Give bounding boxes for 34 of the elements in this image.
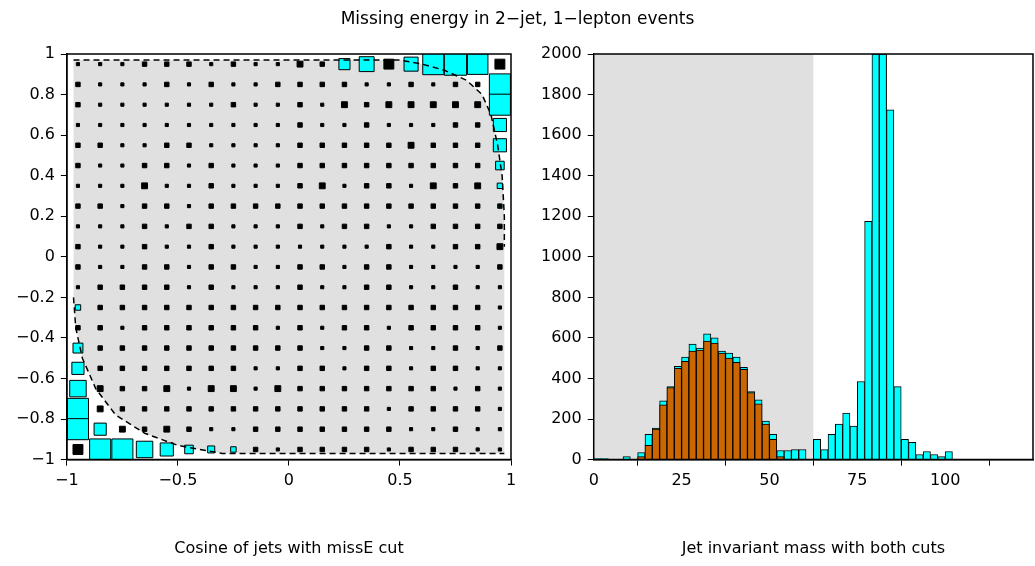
y-tick-label: −0.8 [15,408,55,428]
y-tick-label: 1400 [541,164,582,184]
y-tick-label: 1800 [541,83,582,103]
chart-title: Missing energy in 2−jet, 1−lepton events [339,8,696,28]
y-tick-label: 0 [571,448,582,468]
y-tick-label: 800 [551,286,582,306]
y-tick-label: 200 [551,408,582,428]
y-tick-label: 600 [551,327,582,347]
y-tick-label: −0.6 [15,367,55,387]
x-tick-label: 0 [283,470,295,490]
y-tick-label: 1 [44,43,55,63]
y-tick-label: 1000 [541,245,582,265]
x-tick-label: 100 [929,470,961,490]
x-tick-label: 25 [671,470,692,490]
x-axis-title: Jet invariant mass with both cuts [680,537,945,557]
y-tick-label: −0.2 [15,286,55,306]
y-tick-label: −0.4 [15,327,55,347]
x-tick-label: 50 [759,470,780,490]
y-tick-label: 1600 [541,124,582,144]
y-tick-label: 0 [44,245,55,265]
x-tick-label: 0.5 [387,470,413,490]
y-tick-label: 1200 [541,205,582,225]
y-tick-label: 400 [551,367,582,387]
y-tick-label: 0.2 [29,205,55,225]
x-tick-label: −0.5 [158,470,198,490]
y-tick-label: 2000 [541,43,582,63]
x-tick-label: 0 [588,470,599,490]
y-tick-label: 0.8 [29,83,55,103]
x-tick-label: 75 [847,470,868,490]
y-tick-label: 0.4 [29,164,55,184]
y-tick-label: −1 [31,448,55,468]
y-tick-label: 0.6 [29,124,55,144]
x-axis-title: Cosine of jets with missE cut [174,537,404,557]
x-tick-label: 1 [505,470,517,490]
